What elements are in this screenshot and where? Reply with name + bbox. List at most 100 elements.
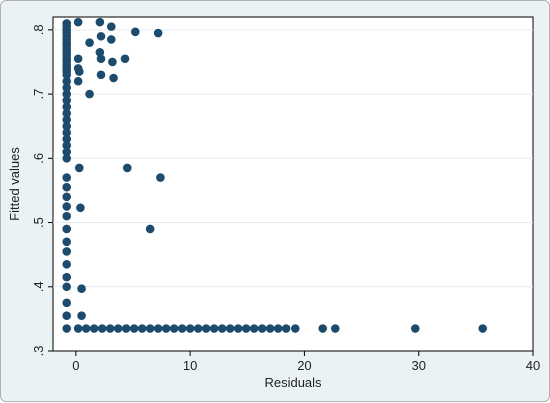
- data-point: [62, 109, 72, 118]
- data-point: [177, 324, 187, 333]
- data-point: [233, 324, 243, 333]
- data-point: [97, 324, 107, 333]
- data-point: [62, 324, 72, 333]
- y-tick-label: .6: [31, 153, 46, 164]
- data-point: [95, 17, 105, 27]
- data-point: [193, 324, 203, 333]
- data-point: [109, 73, 118, 83]
- data-point: [62, 147, 72, 157]
- data-point: [169, 324, 179, 333]
- data-point: [62, 134, 72, 144]
- data-point: [108, 57, 117, 67]
- data-point: [76, 203, 85, 213]
- data-point: [241, 324, 251, 333]
- plot-area: [52, 16, 534, 352]
- data-point: [62, 282, 72, 292]
- data-point: [153, 324, 163, 333]
- x-tick-label: 20: [297, 358, 311, 373]
- data-point: [106, 22, 116, 31]
- data-point: [62, 224, 72, 234]
- data-point: [62, 76, 72, 86]
- data-point: [62, 192, 72, 202]
- data-point: [96, 70, 106, 80]
- data-point: [62, 89, 72, 99]
- data-point: [265, 324, 275, 333]
- data-point: [96, 31, 106, 41]
- axis-ticks: .3 .4 .5 .6 .7 .8 0 10 20 30 40: [31, 24, 540, 373]
- data-point: [73, 54, 83, 64]
- x-tick-label: 40: [526, 358, 540, 373]
- y-axis-title: Fitted values: [7, 147, 22, 221]
- y-tick-label: .8: [31, 24, 46, 35]
- y-tick-label: .4: [31, 281, 46, 292]
- data-point: [257, 324, 267, 333]
- data-point: [145, 224, 155, 234]
- data-point: [121, 324, 131, 333]
- data-point: [81, 324, 91, 333]
- data-point: [73, 17, 83, 27]
- data-point: [273, 324, 283, 333]
- y-tick-label: .5: [31, 217, 46, 228]
- data-point: [201, 324, 211, 333]
- data-point: [209, 324, 219, 333]
- data-point: [89, 324, 99, 333]
- data-point: [120, 54, 130, 64]
- data-point: [74, 163, 84, 173]
- y-tick-label: .3: [31, 346, 46, 357]
- data-point: [62, 259, 72, 269]
- data-point: [113, 324, 123, 333]
- data-point: [62, 211, 72, 221]
- data-point: [62, 237, 72, 247]
- data-point: [225, 324, 235, 333]
- data-point: [62, 102, 72, 112]
- data-point: [62, 121, 72, 131]
- data-point: [217, 324, 227, 333]
- data-point: [62, 70, 72, 80]
- data-point: [122, 163, 132, 173]
- data-point: [318, 324, 328, 333]
- data-point: [96, 54, 106, 64]
- data-point: [153, 28, 163, 38]
- data-point: [73, 76, 83, 86]
- x-tick-label: 0: [72, 358, 79, 373]
- data-point: [74, 67, 84, 76]
- data-point: [185, 324, 195, 333]
- data-point: [85, 38, 94, 47]
- y-tick-label: .7: [31, 89, 46, 100]
- data-point: [62, 154, 72, 163]
- data-point: [105, 324, 115, 333]
- data-point: [330, 324, 340, 333]
- data-point: [161, 324, 171, 333]
- data-points: [62, 17, 488, 333]
- x-axis-title: Residuals: [264, 375, 322, 390]
- data-point: [137, 324, 147, 333]
- data-point: [130, 27, 140, 37]
- data-point: [62, 96, 72, 105]
- data-point: [95, 48, 105, 57]
- data-point: [62, 128, 72, 137]
- data-point: [62, 182, 72, 192]
- data-point: [77, 311, 86, 320]
- data-point: [62, 141, 72, 150]
- data-point: [62, 311, 72, 320]
- data-point: [156, 173, 165, 182]
- data-point: [85, 89, 94, 99]
- data-point: [73, 324, 83, 333]
- data-point: [281, 324, 291, 333]
- data-point: [62, 173, 72, 182]
- data-point: [62, 83, 72, 92]
- data-point: [62, 247, 72, 256]
- x-tick-label: 10: [183, 358, 197, 373]
- data-point: [129, 324, 139, 333]
- data-point: [410, 324, 420, 333]
- data-point: [106, 35, 116, 44]
- x-tick-label: 30: [411, 358, 425, 373]
- data-point: [145, 324, 155, 333]
- data-point: [62, 272, 72, 282]
- data-point: [62, 202, 72, 211]
- data-point: [77, 284, 86, 293]
- data-point: [62, 115, 72, 125]
- data-point: [290, 324, 300, 333]
